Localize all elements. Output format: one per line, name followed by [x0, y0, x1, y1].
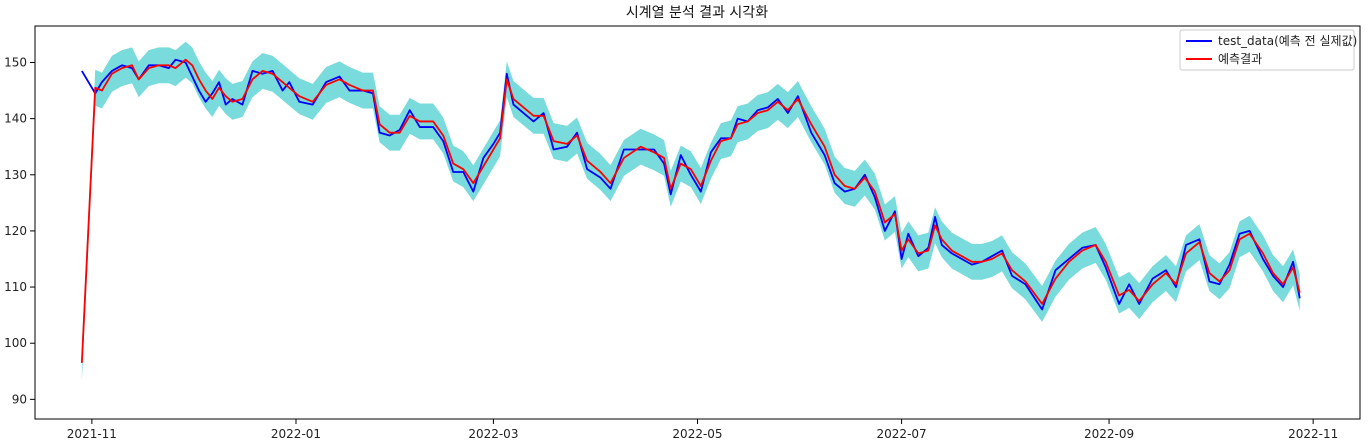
x-tick-label: 2022-09: [1084, 427, 1134, 441]
legend-label-prediction: 예측결과: [1218, 52, 1262, 66]
x-tick-label: 2022-07: [877, 427, 927, 441]
legend: test_data(예측 전 실제값) 예측결과: [1179, 29, 1357, 71]
x-tick-label: 2022-03: [468, 427, 518, 441]
y-axis: 90 100 110 120 130 140 150: [4, 55, 35, 406]
series-lines: [80, 58, 1301, 363]
y-tick-label: 150: [4, 55, 27, 69]
y-tick-label: 130: [4, 168, 27, 182]
y-tick-label: 140: [4, 112, 27, 126]
y-tick-label: 120: [4, 224, 27, 238]
legend-label-actual: test_data(예측 전 실제값): [1218, 34, 1357, 48]
chart-title: 시계열 분석 결과 시각화: [626, 5, 768, 21]
x-tick-label: 2022-01: [271, 427, 321, 441]
band-area: [81, 41, 1300, 381]
x-axis: 2021-11 2022-01 2022-03 2022-05 2022-07 2022-…: [67, 419, 1338, 441]
x-tick-label: 2021-11: [67, 427, 117, 441]
legend-box: [1179, 29, 1355, 71]
series-line-prediction: [80, 58, 1301, 363]
x-tick-label: 2022-11: [1288, 427, 1338, 441]
y-tick-label: 110: [4, 280, 27, 294]
x-tick-label: 2022-05: [672, 427, 722, 441]
series-line-actual: [81, 58, 1301, 311]
prediction-interval-band: [81, 41, 1300, 381]
y-tick-label: 100: [4, 336, 27, 350]
y-tick-label: 90: [12, 392, 27, 406]
